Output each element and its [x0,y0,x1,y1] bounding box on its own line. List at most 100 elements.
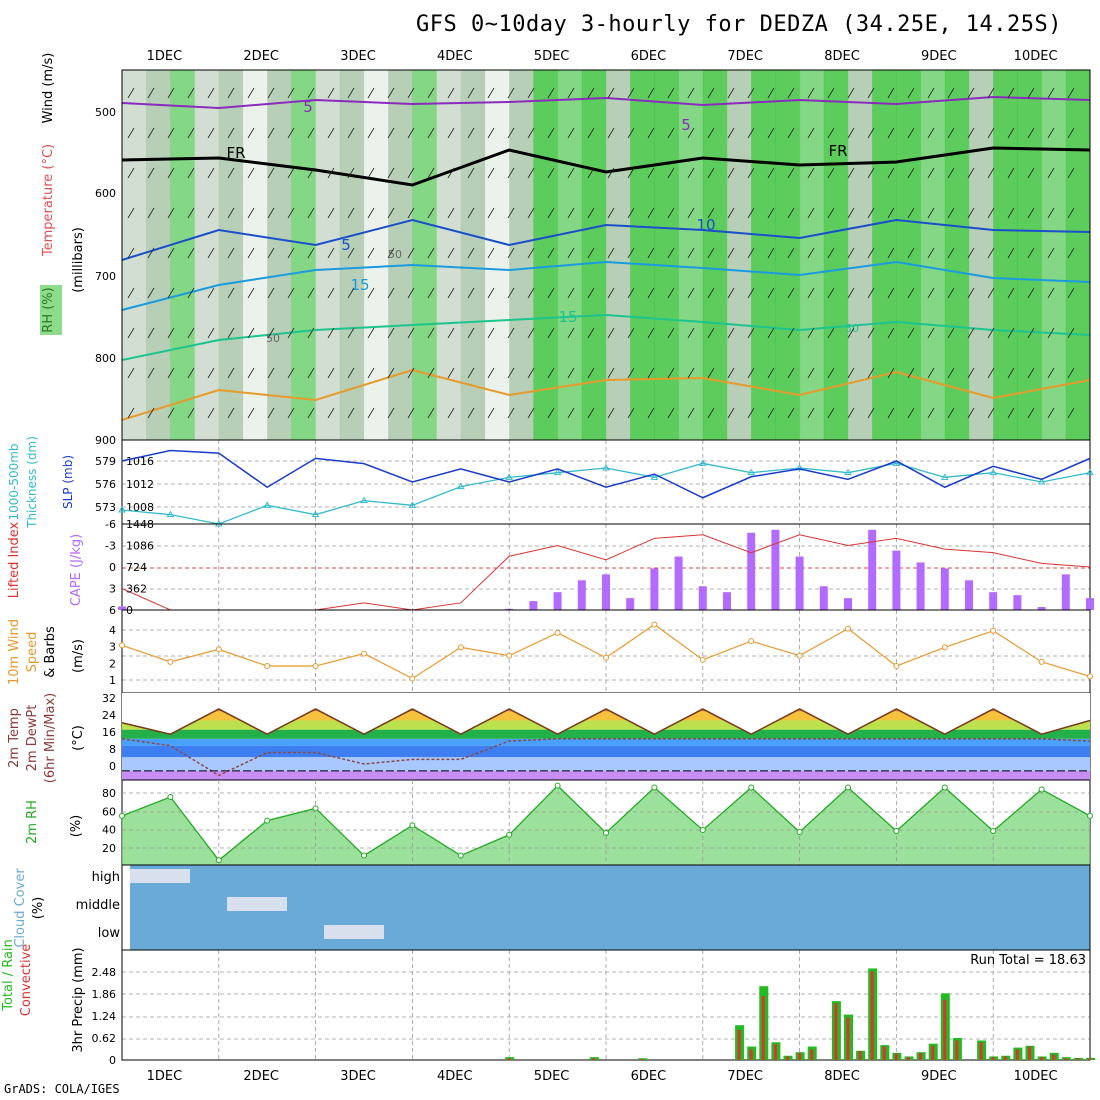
wind-barb [347,167,355,179]
wind-barb [1067,327,1075,339]
wind-barb [887,167,895,179]
wind-barb [227,167,235,179]
wind-barb [647,87,655,99]
wind-barb [127,367,135,379]
wind-barb [827,287,835,299]
wind-barb [627,327,635,339]
thickness-point [795,464,804,471]
cape-tick: 1086 [126,540,154,553]
wind-barb [727,327,735,339]
li-tick: -3 [105,540,116,553]
dewpoint-line [121,738,1091,777]
precip-convective-bar [919,1052,923,1060]
rh-shading [775,70,801,440]
wind-barb [1047,407,1055,419]
cape-bar [1061,574,1070,610]
precip-convective-bar [749,1049,753,1060]
pressure-tick: 600 [95,187,116,200]
wind-barb [207,127,215,139]
wind-barb [847,127,855,139]
wind-barb [707,287,715,299]
wind-barb [907,367,915,379]
freezing-level [121,146,1091,187]
temp-band [122,729,1090,739]
rh-tick: 60 [102,805,116,818]
wind-barb [727,207,735,219]
wind-barb [247,207,255,219]
wind-barb [907,207,915,219]
temp-band [122,711,1090,721]
wind-barb [627,127,635,139]
wind-barb [947,247,955,259]
wind-speed-point [699,656,706,663]
precip-convective-bar [592,1058,596,1060]
rh-shading [823,70,849,440]
precip-convective-bar [834,1003,838,1060]
wind-barb [807,367,815,379]
wind-barb [887,367,895,379]
wind-barb [407,367,415,379]
wind-barb [367,247,375,259]
precip-convective-bar [507,1058,511,1060]
cape-bar [698,586,707,610]
wind-barb [707,327,715,339]
wind-barb [367,87,375,99]
cloud-gap [227,897,287,911]
day-label: 3DEC [340,49,376,64]
wind-barb [347,207,355,219]
wind-barb [607,87,615,99]
precip-convective-bar [640,1058,644,1060]
wind-barb [507,87,515,99]
cloud-background [130,865,1090,950]
wind-barb [147,87,155,99]
wind-barb [667,167,675,179]
contour-label: 15 [350,276,369,294]
wind-barb [1067,247,1075,259]
precip-convective-bar [858,1051,862,1060]
thickness-point [747,468,756,476]
wind-barb [387,127,395,139]
wind-barb [267,367,275,379]
cloud-layer-label: middle [76,898,120,913]
temp-contour-10 [121,260,1091,311]
wind-barb [547,127,555,139]
wind-barb [267,87,275,99]
wind-barb [427,207,435,219]
precip-tick: 0 [109,1054,116,1067]
wind-barb [407,407,415,419]
wind-barb [1007,87,1015,99]
cape-bar [892,550,901,610]
temp-contour-5 [121,218,1091,261]
cape-bar [844,598,852,610]
wind-tick: 1 [109,674,116,687]
wind-barb [967,127,975,139]
wind-barb [907,87,915,99]
wind-barb [467,167,475,179]
rh-shading [388,70,413,440]
wind-barb [547,247,555,259]
cape-bar [650,568,659,610]
rh-point [1087,812,1093,819]
wind-barb [647,287,655,299]
wind-barb [787,247,795,259]
rh-tick: 80 [102,787,116,800]
wind-barb [607,207,615,219]
wind-barb [667,287,675,299]
wind10-barbs-label: & Barbs [43,626,58,678]
wind-barb [367,167,375,179]
cape-tick: 1448 [126,518,154,531]
temp-unit-label: (°C) [71,725,86,751]
wind-barb [447,287,455,299]
wind-barb [367,127,375,139]
wind-barb [607,247,615,259]
wind-barb [827,327,835,339]
wind-barb [787,287,795,299]
day-label: 10DEC [1014,49,1058,64]
cape-bar [118,606,126,610]
wind-barb [667,367,675,379]
wind-barb [607,167,615,179]
minmax-label: (6hr Min/Max) [43,693,58,783]
cape-bar [989,592,998,610]
rh-unit-label: (%) [69,815,84,838]
wind-barb [1027,247,1035,259]
